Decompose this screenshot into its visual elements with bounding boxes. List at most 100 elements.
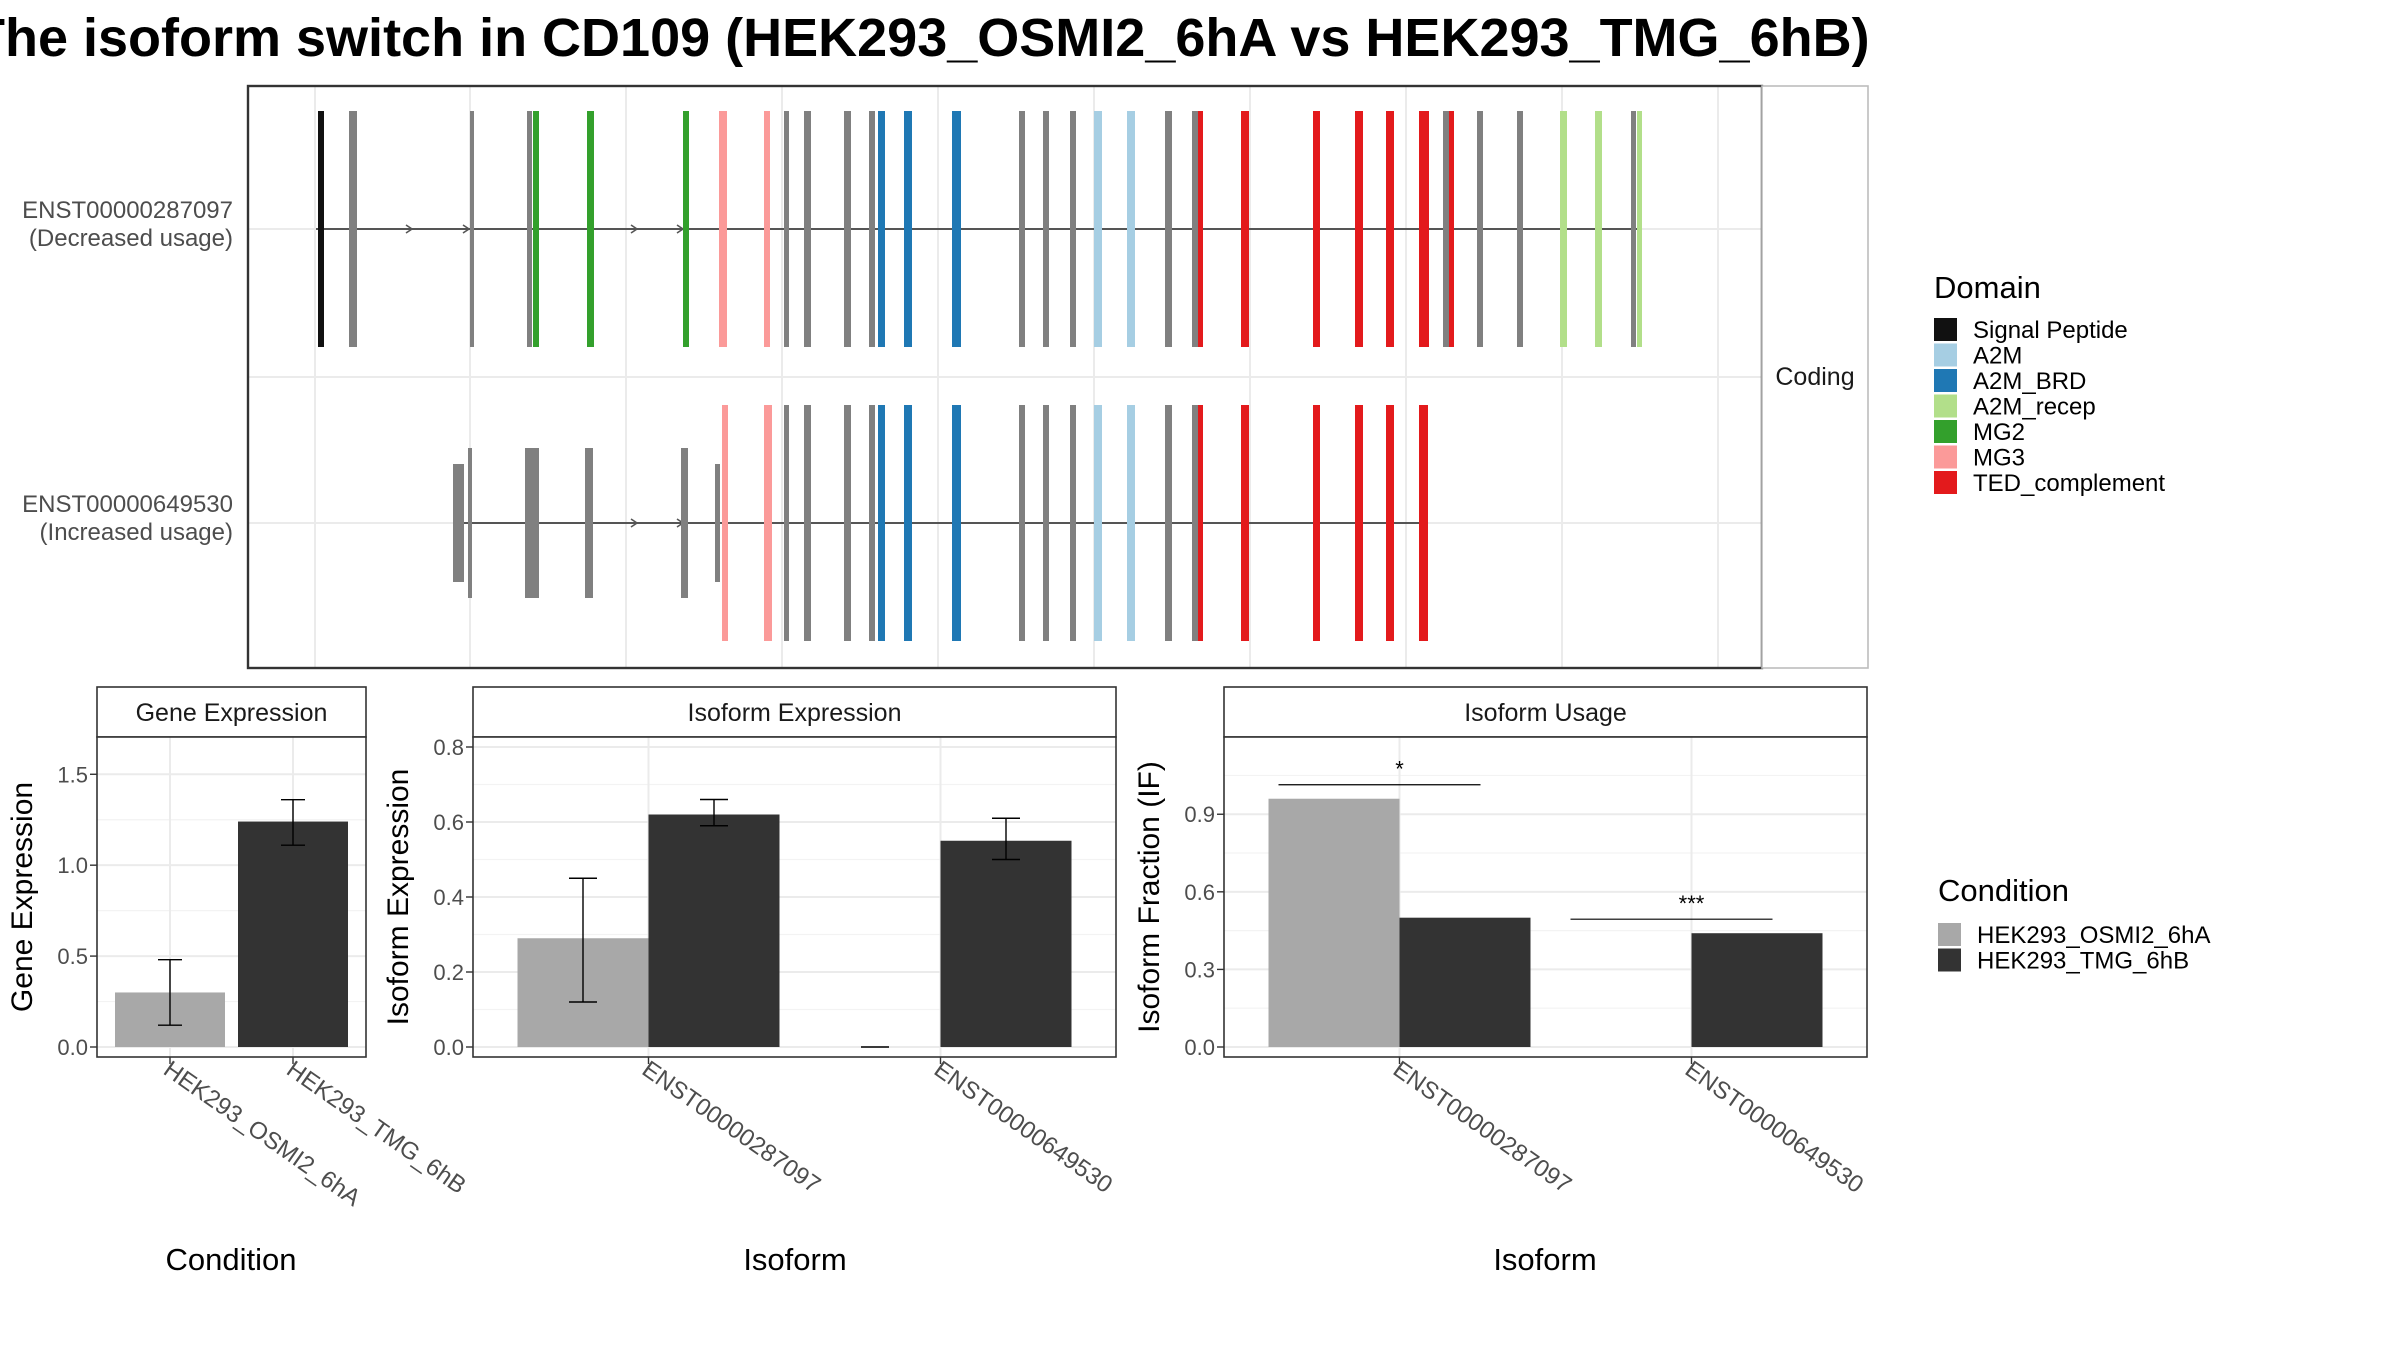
- exon-segment: [1637, 111, 1642, 347]
- exon-segment: [683, 111, 689, 347]
- error-bar: [569, 877, 597, 1003]
- transcript-id-label: ENST00000287097: [22, 197, 233, 224]
- exon-segment: [1070, 405, 1076, 641]
- error-bar: [281, 799, 305, 846]
- domain-legend-swatch: [1934, 369, 1957, 392]
- exon-segment: [587, 111, 594, 347]
- domain-legend-label: A2M: [1973, 343, 2022, 370]
- bar-HEK293_TMG_6hB-ENST00000287097: [1399, 917, 1531, 1047]
- y-axis-title: Gene Expression: [6, 782, 39, 1012]
- exon-segment: [952, 111, 961, 347]
- transcript-id-label: ENST00000649530: [22, 491, 233, 518]
- figure-title: The isoform switch in CD109 (HEK293_OSMI…: [0, 8, 1870, 68]
- panel-strip: [472, 686, 1117, 738]
- condition-legend-label: HEK293_TMG_6hB: [1977, 948, 2189, 975]
- domain-legend-swatch: [1934, 394, 1957, 418]
- exon-segment: [1419, 405, 1428, 641]
- domain-legend-label: A2M_BRD: [1973, 368, 2086, 395]
- exon-segment: [904, 111, 912, 347]
- exon-segment: [1019, 111, 1025, 347]
- x-axis-title: Condition: [166, 1242, 297, 1277]
- exon-segment: [533, 111, 539, 347]
- exon-segment: [470, 111, 474, 347]
- domain-legend-title: Domain: [1934, 270, 2041, 305]
- intron-direction-arrow: [630, 224, 639, 234]
- y-axis-title: Isoform Fraction (IF): [1133, 761, 1166, 1033]
- condition-legend-swatch: [1938, 948, 1961, 972]
- y-tick-label: 0.0: [433, 1035, 464, 1060]
- exon-segment: [804, 111, 811, 347]
- exon-segment: [1165, 405, 1172, 641]
- exon-segment: [453, 464, 464, 582]
- exon-segment: [1477, 111, 1483, 347]
- panel-title: Isoform Expression: [688, 699, 902, 727]
- exon-segment: [525, 448, 539, 598]
- exon-segment: [1094, 405, 1102, 641]
- y-tick-label: 0.4: [433, 885, 464, 910]
- y-tick-label: 0.0: [1184, 1035, 1215, 1060]
- exon-segment: [878, 405, 885, 641]
- exon-segment: [1192, 405, 1198, 641]
- exon-segment: [527, 111, 532, 347]
- exon-segment: [1165, 111, 1172, 347]
- exon-segment: [715, 464, 720, 582]
- panel-title: Isoform Usage: [1464, 699, 1627, 727]
- exon-segment: [719, 111, 727, 347]
- exon-segment: [952, 405, 961, 641]
- exon-segment: [722, 405, 728, 641]
- exon-segment: [764, 405, 772, 641]
- x-axis-title: Isoform: [743, 1242, 846, 1277]
- exon-segment: [318, 111, 324, 347]
- exon-segment: [1043, 405, 1049, 641]
- exon-segment: [468, 448, 472, 598]
- domain-legend-label: Signal Peptide: [1973, 317, 2128, 344]
- exon-segment: [585, 448, 593, 598]
- exon-segment: [1198, 111, 1203, 347]
- bar-HEK293_TMG_6hB-ENST00000287097: [648, 814, 780, 1047]
- exon-segment: [1419, 111, 1429, 347]
- exon-segment: [1127, 111, 1135, 347]
- exon-segment: [1241, 111, 1249, 347]
- condition-legend-title: Condition: [1938, 873, 2069, 908]
- domain-legend-swatch: [1934, 445, 1957, 469]
- bar-chart-panels: Gene Expression 0.0 0.5 1.0 1.5 HEK293_OSMI2_…: [6, 686, 1868, 1277]
- bar-HEK293_OSMI2_6hA-ENST00000287097: [1268, 798, 1400, 1047]
- exon-segment: [804, 405, 811, 641]
- domain-legend-label: MG2: [1973, 419, 2025, 446]
- error-bar: [158, 959, 182, 1026]
- significance-label: ***: [1679, 891, 1705, 916]
- exon-segment: [904, 405, 912, 641]
- exon-segment: [1241, 405, 1249, 641]
- exon-segment: [349, 111, 357, 347]
- exon-segment: [1631, 111, 1636, 347]
- domain-legend-label: A2M_recep: [1973, 394, 2096, 421]
- domain-legend-swatch: [1934, 318, 1957, 341]
- exon-segment: [1449, 111, 1454, 347]
- exon-segment: [1198, 405, 1203, 641]
- domain-legend-label: MG3: [1973, 445, 2025, 472]
- exon-segment: [878, 111, 885, 347]
- exon-segment: [869, 405, 875, 641]
- intron-direction-arrow: [462, 224, 471, 234]
- panel-isoform-expression: Isoform Expression 0.0 0.2 0.4 0.6 0.8 ENST000…: [382, 686, 1117, 1277]
- bar-HEK293_TMG_6hB-ENST00000649530: [1691, 933, 1823, 1047]
- error-bar: [992, 817, 1020, 861]
- intron-direction-arrow: [405, 224, 414, 234]
- exon-segment: [1386, 111, 1394, 347]
- y-tick-label: 0.8: [433, 735, 464, 760]
- x-tick-label: HEK293_OSMI2_6hA: [159, 1056, 366, 1212]
- domain-legend-swatch: [1934, 420, 1957, 443]
- exon-segment: [1094, 111, 1102, 347]
- exon-segment: [1355, 405, 1363, 641]
- x-axis-title: Isoform: [1493, 1242, 1596, 1277]
- y-tick-label: 1.5: [57, 762, 88, 787]
- y-tick-label: 0.9: [1184, 802, 1215, 827]
- exon-segment: [681, 448, 688, 598]
- exon-segment: [1192, 111, 1198, 347]
- transcript-structure-panel: Coding ENST00000287097(Decreased usage) EN…: [22, 84, 1869, 670]
- panel-isoform-usage: Isoform Usage****0.00.30.60.9ENST0000028…: [1133, 686, 1868, 1277]
- exon-segment: [784, 111, 789, 347]
- y-tick-label: 0.5: [57, 944, 88, 969]
- exon-segment: [1517, 111, 1523, 347]
- domain-legend-swatch: [1934, 343, 1957, 367]
